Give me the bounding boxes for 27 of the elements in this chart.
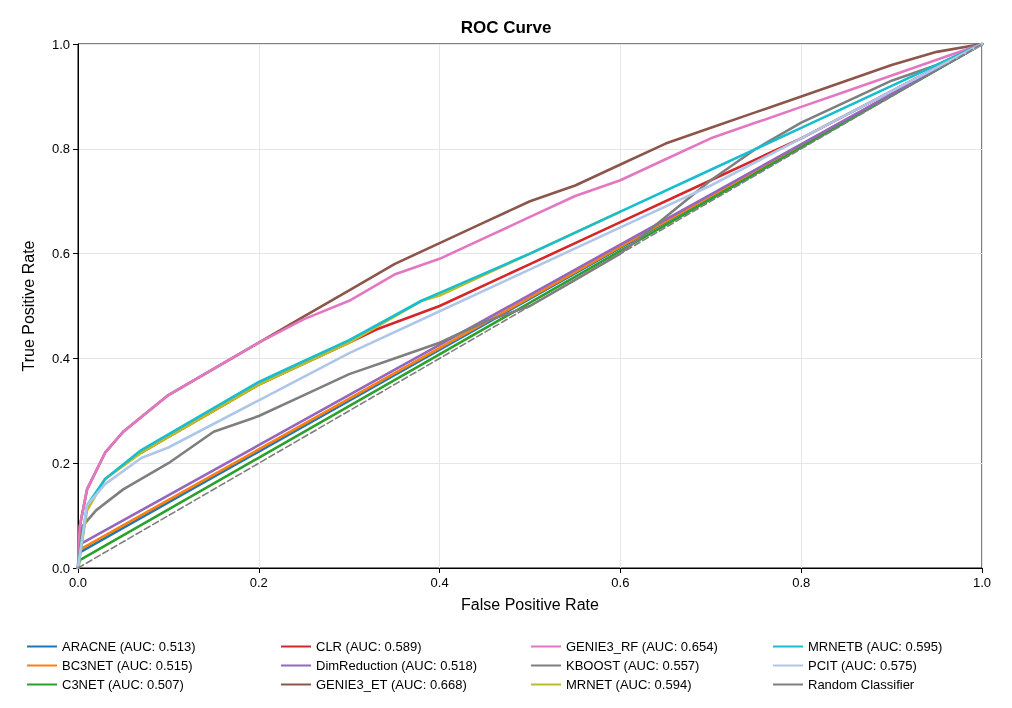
y-tick-label: 0.8: [51, 141, 70, 157]
x-tick-label: 0.6: [611, 575, 630, 590]
y-tick-label: 0.6: [51, 246, 70, 262]
y-tick-label: 0.4: [51, 350, 70, 366]
x-axis-title: False Positive Rate: [461, 595, 600, 613]
y-tick-label: 0.0: [51, 560, 70, 576]
legend-label: C3NET (AUC: 0.507): [62, 677, 184, 692]
legend-label: BC3NET (AUC: 0.515): [62, 658, 193, 673]
y-tick-label: 0.2: [51, 455, 70, 471]
legend-label: GENIE3_ET (AUC: 0.668): [316, 677, 467, 692]
x-tick-label: 0.4: [430, 575, 449, 590]
x-tick-label: 0.2: [249, 575, 268, 590]
legend-label: DimReduction (AUC: 0.518): [316, 658, 478, 673]
x-tick-label: 1.0: [972, 575, 992, 590]
chart-title: ROC Curve: [460, 18, 552, 37]
y-tick-label: 1.0: [51, 36, 70, 52]
legend-label: PCIT (AUC: 0.575): [808, 658, 917, 673]
y-axis-title: True Positive Rate: [19, 240, 37, 372]
legend-label: Random Classifier: [808, 677, 915, 692]
legend-label: GENIE3_RF (AUC: 0.654): [566, 639, 718, 654]
x-tick-label: 0.8: [792, 575, 811, 590]
legend-label: CLR (AUC: 0.589): [316, 639, 422, 654]
legend-label: MRNETB (AUC: 0.595): [808, 639, 943, 654]
legend-label: ARACNE (AUC: 0.513): [62, 639, 196, 654]
x-tick-label: 0.0: [68, 575, 88, 590]
legend-label: KBOOST (AUC: 0.557): [566, 658, 700, 673]
legend-label: MRNET (AUC: 0.594): [566, 677, 692, 692]
